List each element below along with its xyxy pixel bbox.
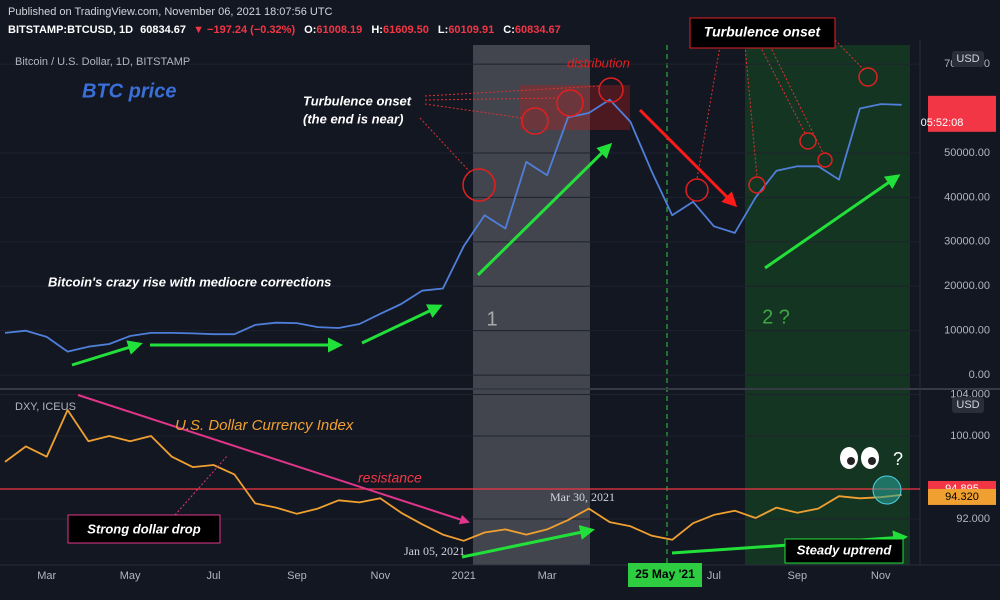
circle [598,77,624,103]
circle [521,107,549,135]
x-tick-label: Jul [206,570,220,582]
jan05-label: Jan 05, 2021 [404,544,465,558]
arrow [764,174,901,270]
y-tick-label: 92.000 [956,513,990,525]
magenta-arrow [77,394,470,525]
steady: Steady uptrend [797,542,893,557]
symbol: BITSTAMP:BTCUSD, 1D [8,24,133,36]
change: ▼ −197.24 (−0.32%) [193,24,295,36]
value-badge [928,95,996,132]
eyes [840,447,879,469]
x-tick-label: Jul [707,570,721,582]
mar30-label: Mar 30, 2021 [550,490,615,504]
turbulence-left: (the end is near) [303,111,403,126]
callout [424,103,523,119]
usd-badge [952,397,984,413]
callout [834,39,865,71]
phase-2: 2 ? [762,306,790,328]
value-label: 94.320 [945,491,979,503]
btc-title: BTC price [82,80,176,102]
callout [759,45,806,134]
value-badge [928,488,996,505]
y-tick-label: 50000.00 [944,147,990,159]
circle [858,67,878,87]
x-tick-label: Sep [788,570,808,582]
usd-label: USD [956,53,979,65]
circle [817,152,833,168]
plot-layer: 0.00 10000.00 20000.00 30000.00 40000.00 5000… [0,58,996,582]
x-tick-label: Mar [538,570,557,582]
ohlc-value: 61008.19 [316,24,362,36]
callout-lines [174,39,865,516]
turbulence-left: Turbulence onset [303,93,412,108]
circle [462,168,496,202]
last: 60834.67 [140,24,186,36]
x-tick-label: 2021 [451,570,475,582]
strong-drop: Strong dollar drop [87,521,200,536]
ohlc-key: H: [371,24,383,36]
arrow [476,142,613,277]
circle [556,89,584,117]
turbulence-box [689,17,836,49]
ohlc-value: 61609.50 [383,24,429,36]
x-tick-label: Mar [37,570,56,582]
x-tick-label: Nov [871,570,891,582]
highlight-circles [462,67,878,202]
question: ? [893,449,903,469]
arrow [461,525,595,559]
y-tick-label: 20000.00 [944,280,990,292]
y-tick-label: 0.00 [969,369,990,381]
circle [685,178,709,202]
circle [748,176,766,194]
dxy-title: U.S. Dollar Currency Index [175,417,354,434]
callout [419,117,471,173]
distribution-zone [520,85,630,130]
crazy-rise: Bitcoin's crazy rise with mediocre corre… [48,274,331,289]
usd-label: USD [956,399,979,411]
distribution-label: distribution [567,55,630,70]
phase-1-band [473,45,590,565]
may25-label: 25 May '21 [635,567,695,581]
ohlc-key: O: [304,24,316,36]
strong-drop-box [67,514,221,544]
y-tick-label: 40000.00 [944,191,990,203]
y-tick-label: 30000.00 [944,236,990,248]
pupil [847,457,855,465]
x-tick-label: Nov [371,570,391,582]
callout [174,454,229,516]
may25-badge [628,563,702,587]
pupil [868,457,876,465]
usd-badge [952,51,984,67]
dxy-pane-label: DXY, ICEUS [15,401,76,413]
steady-box [784,538,904,564]
arrow [71,340,143,367]
callout [696,45,721,180]
series-line [4,98,902,353]
dxy-circle [872,475,902,505]
ohlc-key: C: [503,24,515,36]
published: Published on TradingView.com, November 0… [8,6,333,18]
callout [744,45,758,178]
y-tick-label: 100.000 [950,430,990,442]
countdown: 05:52:08 [921,117,964,129]
x-tick-label: Sep [287,570,307,582]
symbol-line: BITSTAMP:BTCUSD, 1D 60834.67 ▼ −197.24 (… [8,24,561,36]
ohlc-value: 60834.67 [515,24,561,36]
phase-1: 1 [486,308,497,330]
circle [799,132,817,150]
series-line [4,409,902,542]
x-tick-label: May [120,570,141,582]
y-tick-label: 10000.00 [944,325,990,337]
ohlc-value: 60109.91 [448,24,494,36]
hline-label: resistance [358,470,422,486]
turbulence-box-label: Turbulence onset [704,24,822,40]
btc-pane-label: Bitcoin / U.S. Dollar, 1D, BITSTAMP [15,56,190,68]
callout [424,85,601,97]
ohlc-key: L: [438,24,448,36]
arrow [361,304,443,345]
red-arrow [638,108,738,208]
